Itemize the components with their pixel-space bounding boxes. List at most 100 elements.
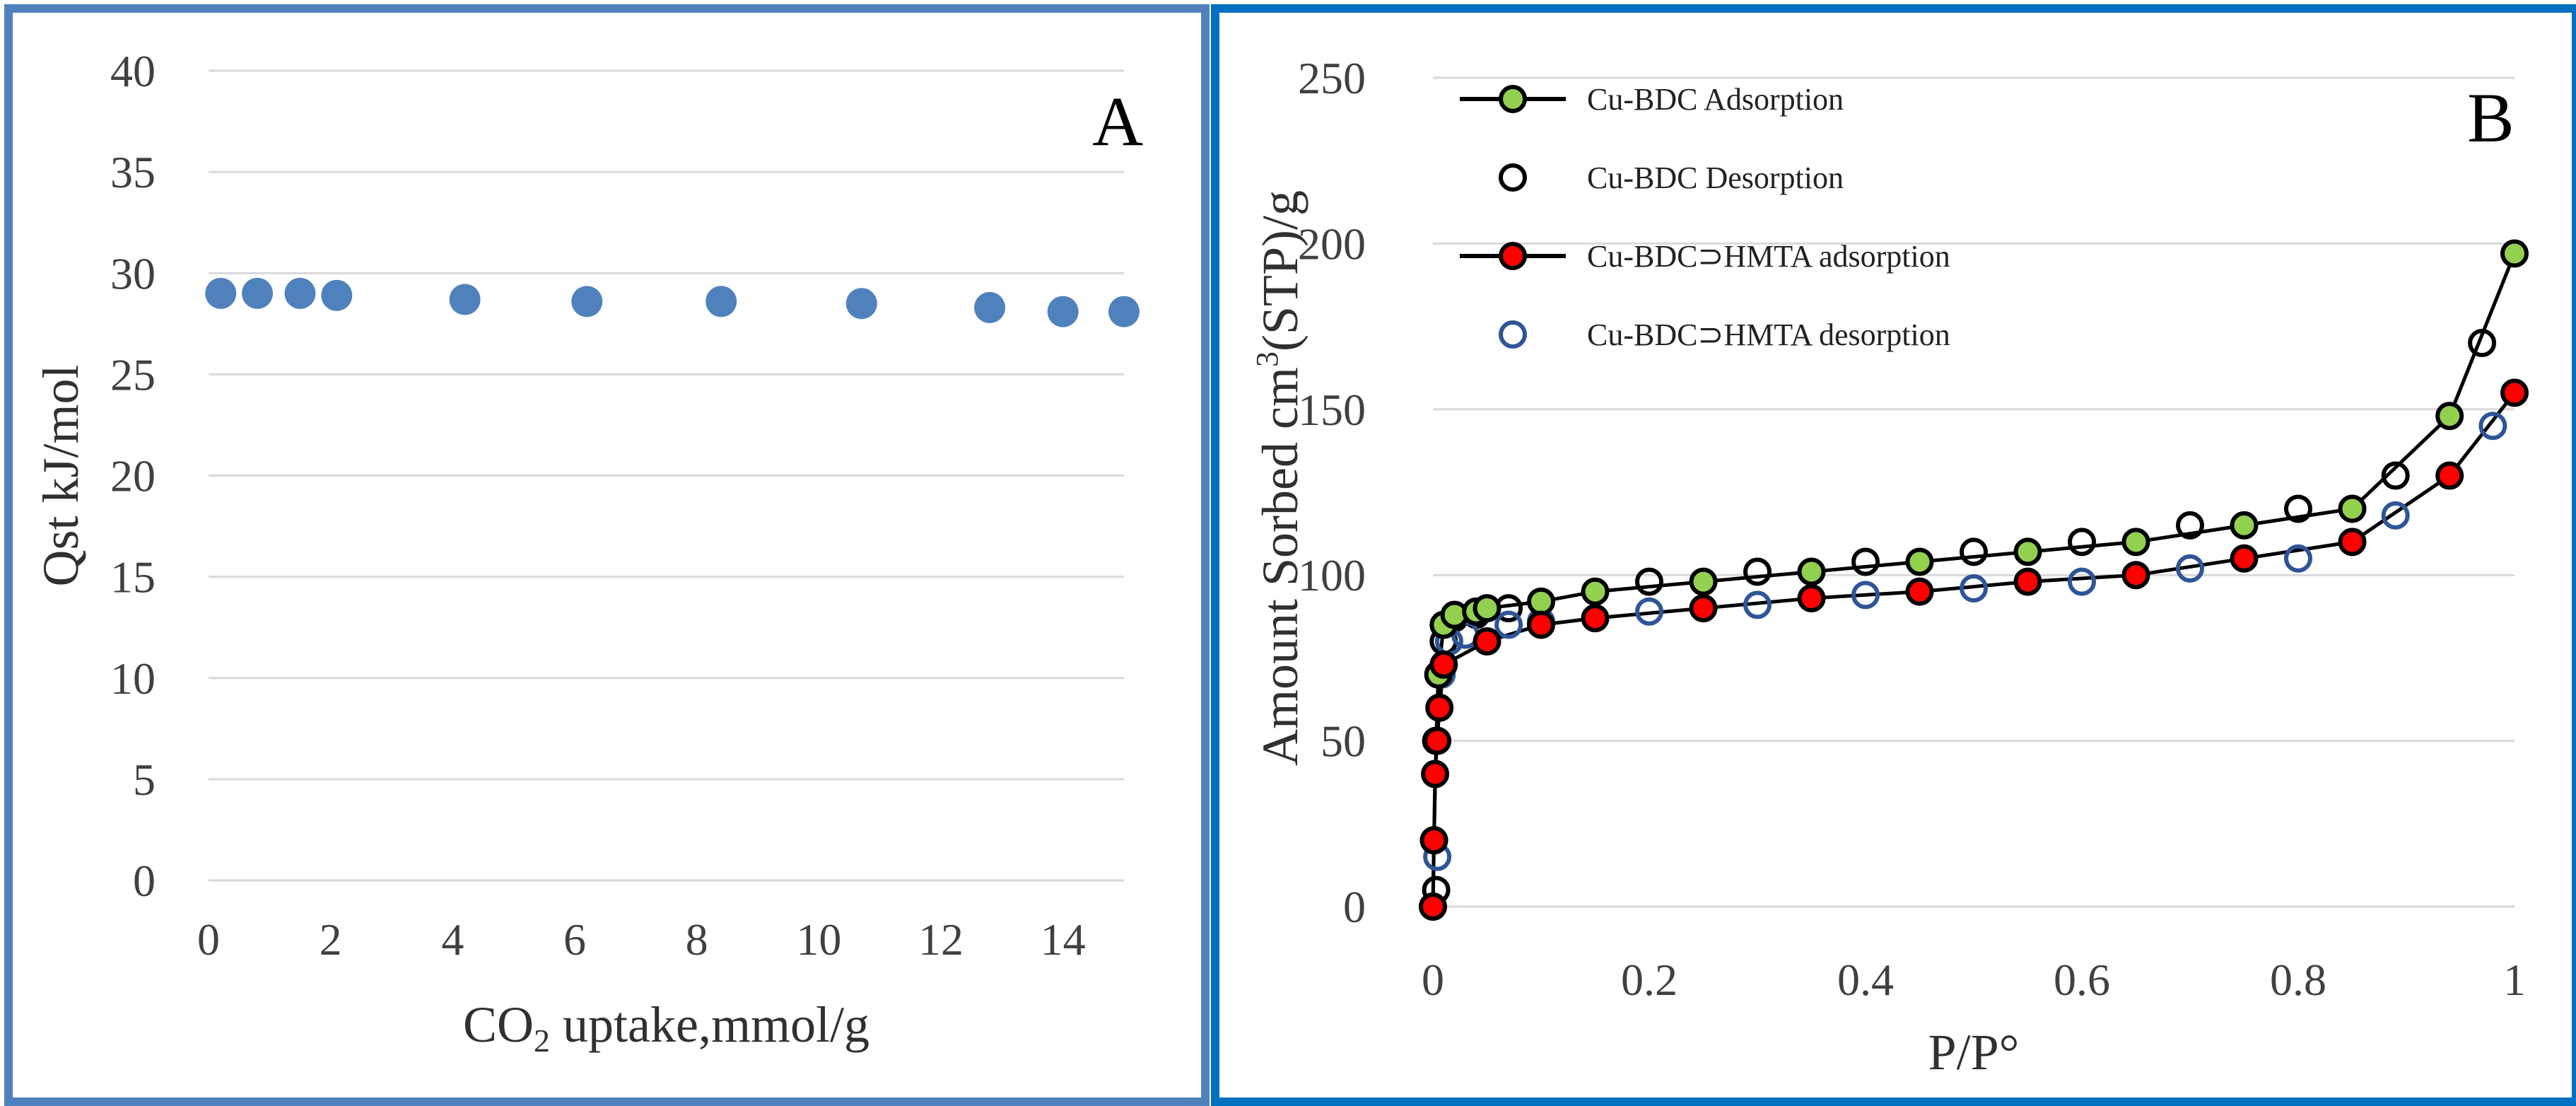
y-axis-title-main: Amount Sorbed cm [1252,367,1309,766]
legend-entry: Cu-BDC Desorption [1587,161,1844,195]
y-tick-label: 30 [110,248,156,298]
data-point [1960,574,1988,603]
x-tick-label: 14 [1041,914,1086,965]
data-point [2284,544,2312,573]
data-point [1473,627,1501,656]
data-point [2500,239,2529,268]
data-point [2121,528,2150,557]
y-axis-title: Amount Sorbed cm3(STP)/g [1250,190,1309,766]
x-tick-label: 1 [2503,955,2526,1005]
data-point [2284,494,2312,523]
y-tick-label: 200 [1298,219,1366,269]
data-point [1419,892,1447,921]
data-point [706,286,737,318]
y-axis-title-superscript: 3 [1250,351,1284,367]
data-point [284,277,316,309]
panel-b-chart: 0 50 100 150 200 250 0 0.2 0.4 0.6 0.8 1 Cu-BDC Adso… [1250,53,2529,1081]
data-point [1581,604,1610,633]
y-tick-label: 100 [1298,550,1366,600]
data-point [2013,537,2042,566]
data-point [1527,587,1555,616]
legend-entry: Cu-BDC Adsorption [1587,82,1844,117]
x-axis-title-rest: uptake,mmol/g [550,996,870,1053]
x-tick-label: 0 [1422,955,1444,1005]
x-tick-label: 12 [918,914,964,965]
data-point [1108,296,1140,327]
data-point [2338,494,2367,523]
x-tick-label: 0 [197,914,220,965]
legend-entry: Cu-BDC⊃HMTA desorption [1587,318,1950,352]
x-tick-label: 2 [320,914,342,965]
x-axis-title: CO2 uptake,mmol/g [463,996,870,1059]
data-point [1423,726,1452,755]
legend-marker [1499,163,1527,192]
data-point [1851,547,1880,576]
data-point [845,288,877,320]
data-point [1743,590,1772,619]
y-tick-label: 15 [110,552,156,603]
x-axis-title-subscript: 2 [534,1023,550,1059]
y-axis-title: Qst kJ/mol [33,364,89,586]
x-tick-label: 0.8 [2270,955,2326,1005]
data-point [1689,594,1718,623]
data-point [2176,511,2204,540]
data-point [974,291,1006,323]
data-point [1421,759,1450,788]
data-point [2013,567,2042,596]
data-point [1851,581,1880,610]
x-tick-label: 0.6 [2054,955,2110,1005]
data-point [2230,544,2259,573]
y-tick-label: 25 [110,349,156,400]
data-point [2338,528,2367,557]
data-point [1635,567,1663,596]
data-point [2468,329,2497,358]
legend-entry: Cu-BDC⊃HMTA adsorption [1587,239,1950,274]
data-point [571,286,603,318]
data-point [1047,296,1079,327]
data-point [2435,461,2464,490]
y-tick-label: 10 [110,653,156,704]
data-point [1494,610,1523,639]
data-point [2381,501,2410,530]
data-point [1527,610,1555,639]
data-point [2381,461,2410,490]
data-point [2500,378,2529,407]
data-point [1905,577,1934,606]
y-tick-label: 40 [110,46,156,96]
y-tick-label: 0 [133,856,156,906]
x-tick-label: 4 [441,914,464,965]
y-tick-label: 150 [1298,385,1366,435]
x-tick-label: 0.2 [1621,955,1678,1005]
x-tick-label: 0.4 [1837,955,1894,1005]
data-point [1429,650,1458,679]
x-tick-label: 10 [796,914,841,965]
data-point [1635,597,1663,626]
y-tick-label: 5 [133,755,156,805]
data-point [1797,584,1826,613]
data-point [449,284,481,315]
y-tick-label: 35 [110,147,156,197]
panel-letter-b: B [2467,78,2514,157]
data-point [2068,567,2096,596]
x-axis-title-main: CO [463,996,534,1053]
data-point [2478,412,2507,441]
data-point [1905,547,1934,576]
data-point [1473,594,1501,623]
y-axis-title-rest: (STP)/g [1252,190,1309,351]
data-point [2121,561,2150,590]
panel-letter-a: A [1092,82,1143,161]
legend-marker [1499,242,1527,270]
data-point [205,277,237,309]
data-point [1743,557,1772,586]
data-point [1689,567,1718,596]
y-tick-label: 20 [110,451,156,501]
data-point [2176,554,2204,583]
series-line [1431,391,2516,907]
data-point [1581,577,1610,606]
y-tick-label: 50 [1321,716,1366,767]
data-point [321,279,353,311]
data-point [2435,402,2464,431]
x-axis-title: P/P° [1928,1024,2020,1081]
